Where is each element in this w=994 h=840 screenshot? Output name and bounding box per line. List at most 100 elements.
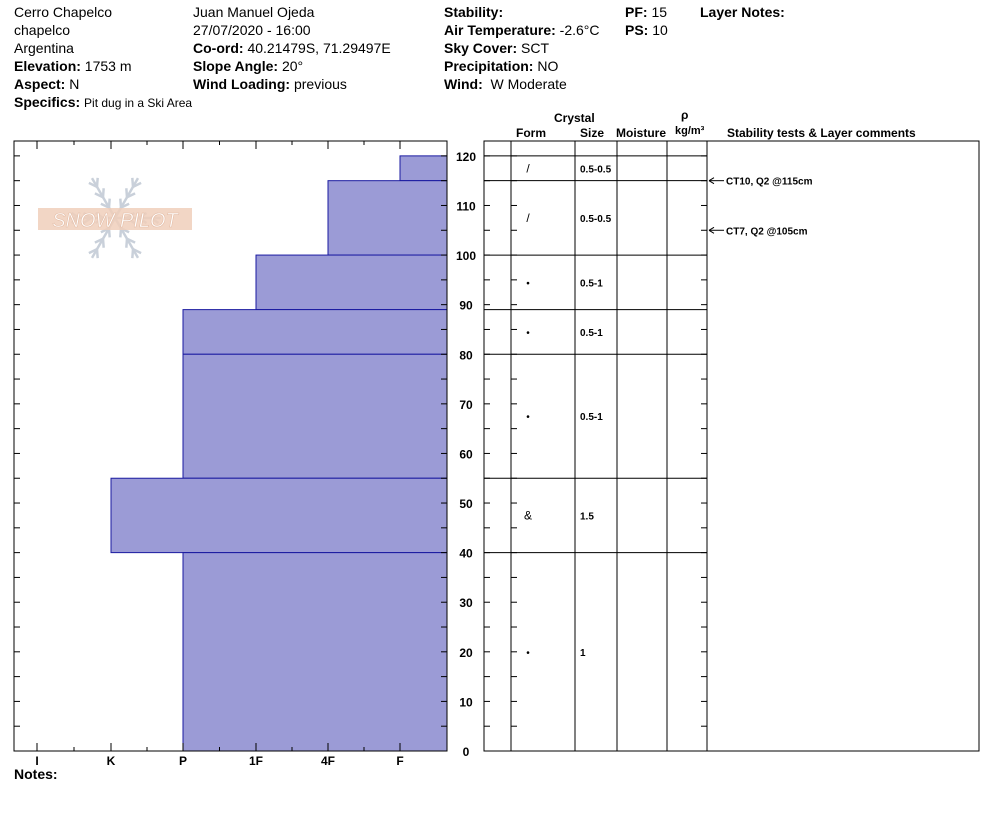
country: Argentina [14, 40, 74, 56]
hardness-bar [327, 180, 448, 256]
flake-branch [88, 248, 98, 255]
specifics-label: Specifics: [14, 94, 81, 110]
flake-branch [88, 181, 98, 188]
comments-heading: Stability tests & Layer comments [727, 126, 916, 140]
coord-value: 40.21479S, 71.29497E [247, 40, 391, 56]
air-temp-row: Air Temperature: -2.6°C [444, 21, 600, 39]
rho-heading: ρ [681, 108, 689, 122]
flake-branch [125, 238, 129, 248]
notes-row: Notes: [14, 765, 58, 783]
layer-notes-row: Layer Notes: [700, 3, 785, 21]
hardness-bar [182, 353, 448, 479]
ps-row: PS: 10 [625, 21, 668, 39]
grain-size-label: 0.5-1 [580, 412, 603, 423]
sky-value: SCT [521, 40, 550, 56]
hardness-label: P [179, 754, 187, 768]
hardness-label: 4F [321, 754, 335, 768]
wind-label: Wind: [444, 76, 483, 92]
specifics-row: Specifics: Pit dug in a Ski Area [14, 93, 192, 112]
coord-row: Co-ord: 40.21479S, 71.29497E [193, 39, 391, 57]
slope-row: Slope Angle: 20° [193, 57, 303, 75]
grain-form-symbol: / [526, 211, 530, 225]
snowpilot-logo: SNOW PILOT [38, 177, 192, 259]
flake-branch [119, 198, 123, 208]
grain-form-symbol: • [526, 648, 530, 659]
pf-label: PF: [625, 4, 648, 20]
notes-label: Notes: [14, 766, 58, 782]
sky-label: Sky Cover: [444, 40, 518, 56]
ps-value: 10 [652, 22, 668, 38]
grain-form-symbol: • [526, 412, 530, 423]
size-heading: Size [580, 126, 605, 140]
grain-form-symbol: • [526, 278, 530, 289]
depth-label: 50 [459, 497, 473, 511]
test-arrow-head [708, 226, 715, 234]
flake-branch [125, 188, 129, 198]
moisture-heading: Moisture [616, 126, 667, 140]
hardness-label: F [396, 754, 403, 768]
stability-row: Stability: [444, 3, 503, 21]
flake-branch [107, 198, 111, 208]
test-arrow-head [708, 177, 715, 185]
air-temp-label: Air Temperature: [444, 22, 556, 38]
wind-loading-row: Wind Loading: previous [193, 75, 347, 93]
pf-row: PF: 15 [625, 3, 667, 21]
grain-form-symbol: & [524, 508, 532, 522]
grain-form-symbol: • [526, 328, 530, 339]
hardness-bar [182, 552, 448, 752]
aspect-row: Aspect: N [14, 75, 79, 93]
ps-label: PS: [625, 22, 649, 38]
coord-label: Co-ord: [193, 40, 244, 56]
depth-label: 10 [459, 695, 473, 709]
elevation-value: 1753 m [84, 58, 132, 74]
pf-value: 15 [651, 4, 668, 20]
wind-loading-label: Wind Loading: [193, 76, 291, 92]
hardness-label: 1F [249, 754, 263, 768]
elevation-label: Elevation: [14, 58, 81, 74]
wind-loading-value: previous [293, 76, 347, 92]
flake-branch [126, 192, 136, 199]
grain-size-label: 1 [580, 648, 586, 659]
hardness-label: K [107, 754, 116, 768]
grain-size-label: 0.5-1 [580, 278, 603, 289]
flake-branch [131, 177, 135, 187]
flake-branch [131, 249, 135, 259]
location: Cerro Chapelco [14, 4, 113, 20]
depth-label: 60 [459, 447, 473, 461]
stability-test-label: CT10, Q2 @115cm [726, 177, 813, 188]
stability-label: Stability: [444, 4, 504, 20]
precip-label: Precipitation: [444, 58, 534, 74]
depth-label: 40 [459, 547, 473, 561]
layer-notes-label: Layer Notes: [700, 4, 785, 20]
depth-label: 70 [459, 398, 473, 412]
datetime: 27/07/2020 - 16:00 [193, 22, 311, 38]
depth-label: 120 [456, 150, 476, 164]
flake-branch [101, 188, 105, 198]
precip-row: Precipitation: NO [444, 57, 558, 75]
flake-branch [95, 249, 99, 259]
depth-label: 80 [459, 348, 473, 362]
density-unit-heading: kg/m³ [675, 125, 705, 137]
grain-size-label: 0.5-1 [580, 328, 603, 339]
grain-size-label: 0.5-0.5 [580, 164, 612, 175]
elevation-row: Elevation: 1753 m [14, 57, 132, 75]
layer-table-frame [483, 140, 980, 752]
depth-label: 90 [459, 299, 473, 313]
flake-branch [94, 237, 104, 244]
air-temp-value: -2.6°C [559, 22, 600, 38]
flake-branch [132, 181, 142, 188]
observer: Juan Manuel Ojeda [193, 4, 315, 20]
hardness-bar [255, 254, 448, 311]
hardness-bar [110, 477, 448, 554]
wind-row: Wind: W Moderate [444, 75, 567, 93]
depth-label: 20 [459, 646, 473, 660]
form-heading: Form [516, 126, 546, 140]
grain-form-symbol: / [526, 161, 530, 175]
flake-branch [101, 238, 105, 248]
flake-branch [126, 237, 136, 244]
stability-test-label: CT7, Q2 @105cm [726, 226, 808, 237]
flake-branch [95, 177, 99, 187]
logo-text: SNOW PILOT [52, 210, 179, 232]
wind-value: W Moderate [490, 76, 567, 92]
